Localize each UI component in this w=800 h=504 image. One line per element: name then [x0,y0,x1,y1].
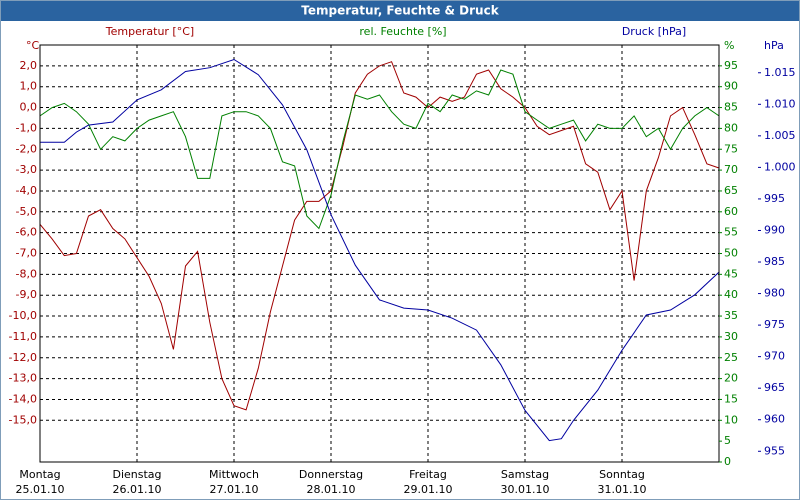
y2-tick-label: 15 [724,392,738,405]
y2-tick-label: 95 [724,59,738,72]
y-tick-label: 1,0 [20,80,38,93]
y3-tick-label: 985 [764,255,785,268]
y-unit: °C [26,39,40,52]
x-tick-date: 28.01.10 [307,483,356,496]
y-tick-label: 0,0 [20,101,38,114]
y2-tick-label: 80 [724,121,738,134]
y-tick-label: -5,0 [16,205,37,218]
y-tick-label: -1,0 [16,121,37,134]
y2-tick-label: 75 [724,142,738,155]
y2-tick-label: 30 [724,330,738,343]
y3-tick-label: 1.000 [764,160,796,173]
y-tick-label: -15,0 [9,413,37,426]
x-tick-label: Samstag [501,468,549,481]
y3-tick-label: 990 [764,223,785,236]
y2-tick-label: 25 [724,351,738,364]
y2-tick-label: 5 [724,434,731,447]
y-tick-label: -4,0 [16,184,37,197]
series-line [40,58,720,442]
chart-title: Temperatur, Feuchte & Druck [301,4,499,18]
y-tick-label: -12,0 [9,351,37,364]
y2-tick-label: 85 [724,101,738,114]
y-tick-label: -11,0 [9,330,37,343]
y-tick-label: -13,0 [9,372,37,385]
series-label: rel. Feuchte [%] [359,25,446,38]
x-tick-label: Dienstag [112,468,161,481]
y2-tick-label: 0 [724,455,731,468]
x-tick-label: Freitag [409,468,447,481]
y-tick-label: -14,0 [9,392,37,405]
y3-tick-label: 965 [764,381,785,394]
y-tick-label: -10,0 [9,309,37,322]
x-tick-date: 25.01.10 [16,483,65,496]
y3-unit: hPa [764,39,784,52]
y2-unit: % [724,39,734,52]
y-tick-label: -9,0 [16,288,37,301]
y3-tick-label: 1.005 [764,129,796,142]
x-tick-label: Montag [19,468,60,481]
x-tick-label: Sonntag [599,468,645,481]
x-tick-label: Donnerstag [299,468,363,481]
y-tick-label: -2,0 [16,142,37,155]
y2-tick-label: 90 [724,80,738,93]
y3-tick-label: 1.015 [764,66,796,79]
y3-tick-label: 995 [764,192,785,205]
y-tick-label: -8,0 [16,267,37,280]
series-label: Temperatur [°C] [105,25,194,38]
y3-tick-label: 955 [764,444,785,457]
series-line [39,69,720,230]
x-tick-date: 27.01.10 [210,483,259,496]
series-line [39,61,720,411]
y-tick-label: -3,0 [16,163,37,176]
y2-tick-label: 10 [724,413,738,426]
y3-tick-label: 980 [764,287,785,300]
y2-tick-label: 55 [724,226,738,239]
y2-tick-label: 65 [724,184,738,197]
y-tick-label: 2,0 [20,59,38,72]
y2-tick-label: 35 [724,309,738,322]
y3-tick-label: 1.010 [764,97,796,110]
y-tick-label: -6,0 [16,226,37,239]
y2-tick-label: 20 [724,372,738,385]
y-tick-label: -7,0 [16,247,37,260]
y2-tick-label: 60 [724,205,738,218]
x-tick-date: 29.01.10 [404,483,453,496]
series-label: Druck [hPa] [622,25,686,38]
y3-tick-label: 970 [764,350,785,363]
x-tick-date: 26.01.10 [113,483,162,496]
x-tick-date: 31.01.10 [598,483,647,496]
y3-tick-label: 975 [764,318,785,331]
y2-tick-label: 45 [724,267,738,280]
title-bar [1,1,799,21]
y2-tick-label: 70 [724,163,738,176]
x-tick-date: 30.01.10 [501,483,550,496]
y2-tick-label: 50 [724,247,738,260]
x-tick-label: Mittwoch [209,468,259,481]
y2-tick-label: 40 [724,288,738,301]
y3-tick-label: 960 [764,413,785,426]
